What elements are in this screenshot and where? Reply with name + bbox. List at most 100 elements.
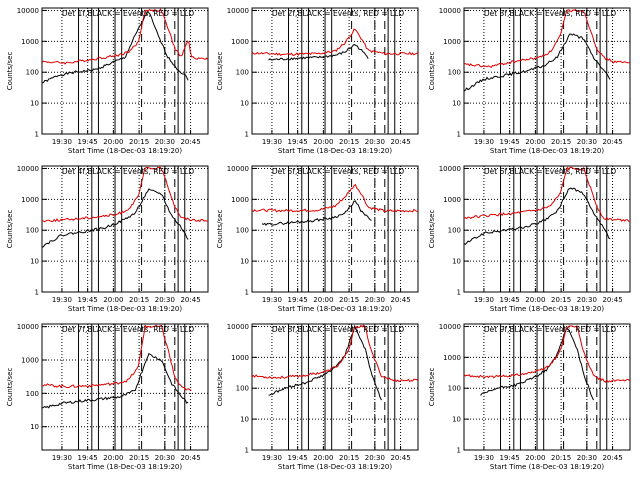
x-tick-label: 20:15 — [339, 454, 359, 462]
y-tick-label: 10 — [452, 416, 461, 424]
y-tick-label: 10 — [452, 258, 461, 266]
y-tick-label: 10000 — [439, 7, 461, 15]
x-tick-label: 20:45 — [602, 454, 622, 462]
y-tick-label: 10000 — [439, 165, 461, 173]
panel-3: 1 10 100 1000 10000 19:30 19:45 20:00 20:15 20:30… — [428, 7, 631, 155]
x-tick-label: 20:00 — [525, 138, 545, 146]
y-tick-label: 10 — [240, 416, 249, 424]
x-axis-label: Start Time (18-Dec-03 18:19:20) — [490, 305, 604, 313]
y-tick-label: 10000 — [17, 7, 39, 15]
x-tick-label: 19:45 — [500, 138, 520, 146]
x-tick-label: 20:45 — [602, 296, 622, 304]
y-tick-label: 1000 — [231, 38, 249, 46]
x-axis-label: Start Time (18-Dec-03 18:19:20) — [68, 147, 182, 155]
x-tick-label: 19:45 — [288, 454, 308, 462]
panel-title: Det 3f,BLACK = Events, RED = LLD — [484, 9, 617, 18]
x-tick-label: 19:30 — [52, 138, 72, 146]
x-tick-label: 19:30 — [262, 296, 282, 304]
lld-series-line — [251, 183, 418, 213]
x-tick-label: 20:45 — [602, 138, 622, 146]
x-tick-label: 19:30 — [474, 138, 494, 146]
panel-title: Det 1f,BLACK = Events, RED = LLD — [62, 9, 195, 18]
x-tick-label: 20:45 — [390, 296, 410, 304]
y-tick-label: 1000 — [21, 196, 39, 204]
y-tick-label: 1 — [457, 289, 461, 297]
x-tick-label: 20:30 — [365, 138, 385, 146]
panel-1: 1 10 100 1000 10000 19:30 19:45 20:00 20:15 20:30… — [6, 7, 209, 155]
x-tick-label: 20:00 — [103, 296, 123, 304]
lld-series-line — [251, 28, 419, 56]
y-axis-label: Counts/sec — [216, 52, 224, 91]
y-tick-label: 10 — [30, 100, 39, 108]
x-axis-label: Start Time (18-Dec-03 18:19:20) — [68, 305, 182, 313]
x-tick-label: 20:00 — [525, 454, 545, 462]
plot-frame — [463, 7, 631, 135]
y-tick-label: 1000 — [443, 38, 461, 46]
x-tick-label: 20:00 — [313, 296, 333, 304]
events-series-line — [268, 324, 382, 401]
panel-4: 1 10 100 1000 10000 19:30 19:45 20:00 20:15 20:30… — [6, 165, 209, 313]
y-tick-label: 10000 — [227, 7, 249, 15]
events-series-line — [268, 44, 369, 61]
plot-frame — [41, 323, 209, 451]
x-tick-label: 20:30 — [577, 296, 597, 304]
y-axis-label: Counts/sec — [216, 368, 224, 407]
y-tick-label: 100 — [448, 385, 461, 393]
panel-2: 1 10 100 1000 10000 19:30 19:45 20:00 20:15 20:30… — [216, 7, 419, 155]
x-tick-label: 19:45 — [500, 454, 520, 462]
y-tick-label: 100 — [26, 69, 39, 77]
x-tick-label: 20:15 — [129, 454, 149, 462]
y-tick-label: 10000 — [17, 165, 39, 173]
x-tick-label: 19:45 — [78, 296, 98, 304]
lld-series-line — [463, 325, 631, 383]
x-tick-label: 20:30 — [155, 138, 175, 146]
events-series-line — [480, 327, 594, 401]
y-axis-label: Counts/sec — [6, 368, 14, 407]
panel-title: Det 8f,BLACK = Events, RED = LLD — [272, 325, 405, 334]
x-tick-label: 19:45 — [500, 296, 520, 304]
x-axis-label: Start Time (18-Dec-03 18:19:20) — [278, 305, 392, 313]
plot-frame — [251, 165, 419, 293]
y-tick-label: 10000 — [227, 323, 249, 331]
y-tick-label: 1 — [457, 131, 461, 139]
y-tick-label: 100 — [448, 69, 461, 77]
y-tick-label: 10 — [452, 100, 461, 108]
panel-title: Det 2f,BLACK = Events, RED = LLD — [272, 9, 405, 18]
x-tick-label: 20:15 — [551, 296, 571, 304]
events-series-line — [41, 10, 189, 84]
lld-series-line — [41, 166, 209, 223]
y-tick-label: 10 — [30, 258, 39, 266]
x-tick-label: 19:45 — [78, 138, 98, 146]
y-tick-label: 10 — [30, 423, 39, 431]
x-tick-label: 19:30 — [52, 296, 72, 304]
panel-title: Det 7f,BLACK = Events, RED = LLD — [62, 325, 195, 334]
x-tick-label: 20:30 — [155, 296, 175, 304]
panel-9: 1 10 100 1000 10000 19:30 19:45 20:00 20:15 20:30… — [428, 323, 631, 471]
x-tick-label: 19:45 — [288, 138, 308, 146]
y-tick-label: 10 — [240, 100, 249, 108]
y-axis-label: Counts/sec — [428, 210, 436, 249]
x-tick-label: 20:15 — [129, 138, 149, 146]
x-tick-label: 20:00 — [313, 138, 333, 146]
plot-frame — [251, 323, 419, 451]
events-series-line — [41, 188, 189, 248]
events-series-line — [41, 352, 189, 409]
x-tick-label: 20:45 — [180, 296, 200, 304]
x-tick-label: 20:00 — [525, 296, 545, 304]
panel-8: 1 10 100 1000 10000 19:30 19:45 20:00 20:15 20:30… — [216, 323, 419, 471]
y-tick-label: 1 — [245, 447, 249, 455]
y-tick-label: 1 — [245, 131, 249, 139]
x-tick-label: 20:30 — [365, 454, 385, 462]
x-tick-label: 20:15 — [339, 138, 359, 146]
x-axis-label: Start Time (18-Dec-03 18:19:20) — [278, 463, 392, 471]
x-tick-label: 20:15 — [129, 296, 149, 304]
y-tick-label: 100 — [236, 385, 249, 393]
y-tick-label: 100 — [26, 390, 39, 398]
lld-series-line — [41, 324, 192, 391]
y-tick-label: 1000 — [443, 196, 461, 204]
y-tick-label: 100 — [236, 227, 249, 235]
x-tick-label: 19:30 — [262, 138, 282, 146]
y-tick-label: 1000 — [21, 356, 39, 364]
panel-title: Det 4f,BLACK = Events, RED = LLD — [62, 167, 195, 176]
